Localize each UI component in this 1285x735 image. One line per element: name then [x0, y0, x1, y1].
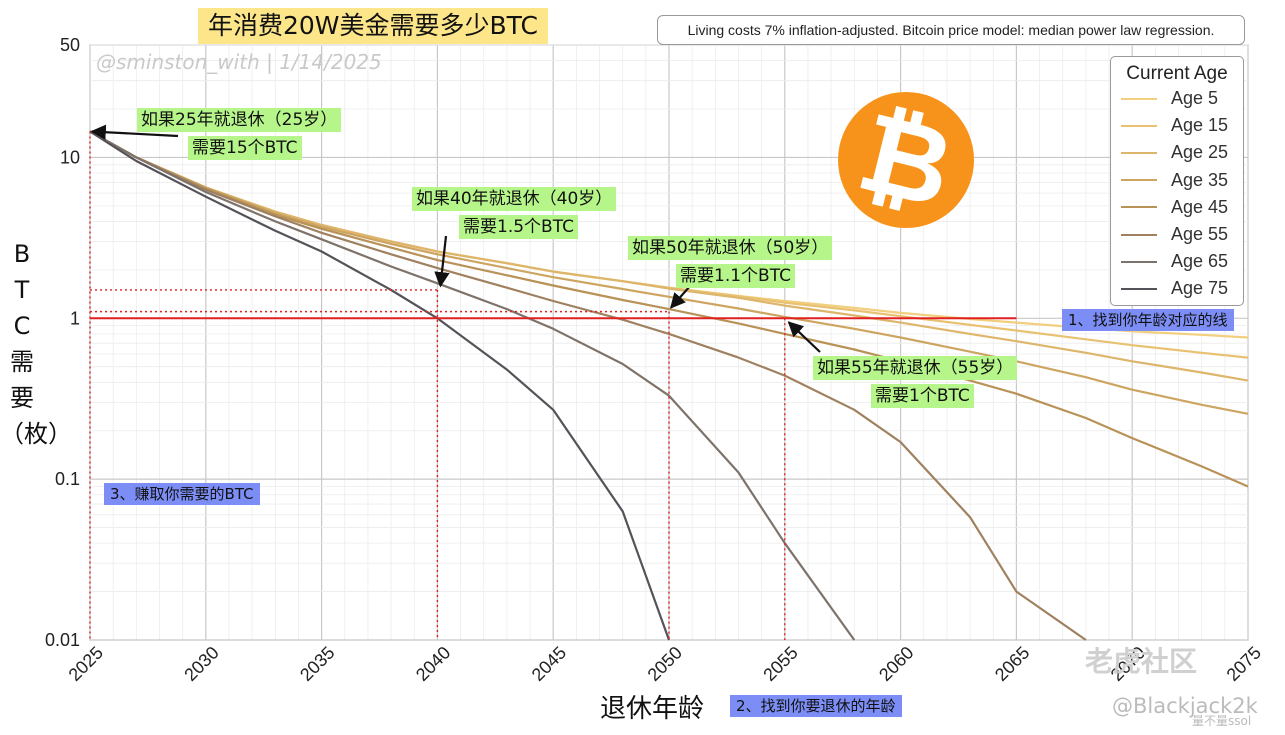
y-axis-label: B T C 需 要 （枚） [0, 236, 72, 452]
legend-label: Age 5 [1171, 88, 1219, 109]
annotation-50-line2: 需要1.1个BTC [676, 264, 795, 288]
series-line-age-55 [89, 130, 1087, 641]
legend-label: Age 45 [1171, 196, 1229, 217]
legend-label: Age 55 [1171, 224, 1229, 245]
y-tick-label: 1 [70, 308, 80, 328]
annotation-arrow [669, 285, 691, 309]
x-tick-label: 2075 [1223, 643, 1265, 685]
y-label-char: T [14, 276, 30, 304]
series-line-age-65 [89, 130, 856, 641]
x-tick-label: 2030 [180, 643, 222, 685]
annotation-55-line1: 如果55年就退休（55岁） [813, 356, 1018, 380]
legend-label: Age 35 [1171, 169, 1229, 190]
annotation-40-line1: 如果40年就退休（40岁） [412, 187, 617, 211]
legend-item: Age 45 [1111, 194, 1243, 221]
step-1-label: 1、找到你年龄对应的线 [1062, 309, 1234, 331]
annotation-25-line2: 需要15个BTC [188, 136, 302, 160]
legend: Current Age Age 5 Age 15 Age 25 Age 35 Age 4… [1110, 56, 1244, 306]
series-line-age-45 [89, 130, 1249, 488]
legend-item: Age 25 [1111, 139, 1243, 166]
annotation-55-line2: 需要1个BTC [871, 384, 974, 408]
author-watermark: @sminston_with | 1/14/2025 [96, 50, 382, 74]
x-axis-label: 退休年龄 [600, 694, 705, 724]
legend-label: Age 65 [1171, 251, 1229, 272]
x-tick-label: 2035 [296, 643, 338, 685]
site-watermark: 老虎社区 [1085, 645, 1198, 678]
series-line-age-25 [89, 130, 1249, 382]
y-tick-label: 0.01 [45, 630, 80, 650]
x-tick-label: 2060 [875, 643, 917, 685]
chart-title: 年消费20W美金需要多少BTC [198, 8, 548, 44]
y-label-char: （枚） [0, 420, 72, 448]
legend-label: Age 25 [1171, 142, 1229, 163]
x-tick-label: 2040 [412, 643, 454, 685]
annotation-arrow [434, 235, 450, 288]
legend-swatch [1121, 151, 1157, 154]
legend-item: Age 5 [1111, 85, 1243, 112]
y-tick-label: 10 [60, 147, 80, 167]
legend-swatch [1121, 260, 1157, 263]
legend-title: Current Age [1126, 63, 1228, 84]
annotation-arrow [90, 124, 179, 140]
annotation-arrow [787, 321, 821, 353]
annotation-40-line2: 需要1.5个BTC [459, 215, 578, 239]
y-tick-label: 0.1 [55, 469, 80, 489]
legend-item: Age 75 [1111, 275, 1243, 302]
user-watermark: @Blackjack2k [1112, 694, 1258, 718]
legend-item: Age 15 [1111, 112, 1243, 139]
model-note: Living costs 7% inflation-adjusted. Bitc… [657, 15, 1245, 45]
legend-swatch [1121, 287, 1157, 290]
y-label-char: 要 [10, 384, 34, 412]
legend-swatch [1121, 233, 1157, 236]
legend-swatch [1121, 124, 1157, 127]
x-tick-label: 2065 [991, 643, 1033, 685]
annotation-25-line1: 如果25年就退休（25岁） [137, 108, 342, 132]
series-line-age-35 [89, 130, 1249, 415]
y-label-char: C [13, 312, 31, 340]
legend-swatch [1121, 97, 1157, 100]
y-tick-label: 50 [60, 35, 80, 55]
step-2-label: 2、找到你要退休的年龄 [730, 695, 902, 717]
legend-item: Age 35 [1111, 167, 1243, 194]
bitcoin-logo-icon: ₿ [838, 87, 974, 233]
legend-label: Age 75 [1171, 278, 1229, 299]
small-watermark: 量不量ssol [1192, 714, 1252, 728]
y-label-char: 需 [10, 348, 34, 376]
legend-item: Age 55 [1111, 221, 1243, 248]
annotation-50-line1: 如果50年就退休（50岁） [628, 236, 833, 260]
step-3-label: 3、赚取你需要的BTC [104, 483, 260, 505]
x-tick-label: 2045 [528, 643, 570, 685]
x-tick-label: 2050 [644, 643, 686, 685]
legend-label: Age 15 [1171, 115, 1229, 136]
x-tick-label: 2055 [759, 643, 801, 685]
legend-swatch [1121, 206, 1157, 209]
legend-swatch [1121, 179, 1157, 182]
y-label-char: B [13, 240, 31, 268]
legend-item: Age 65 [1111, 248, 1243, 275]
